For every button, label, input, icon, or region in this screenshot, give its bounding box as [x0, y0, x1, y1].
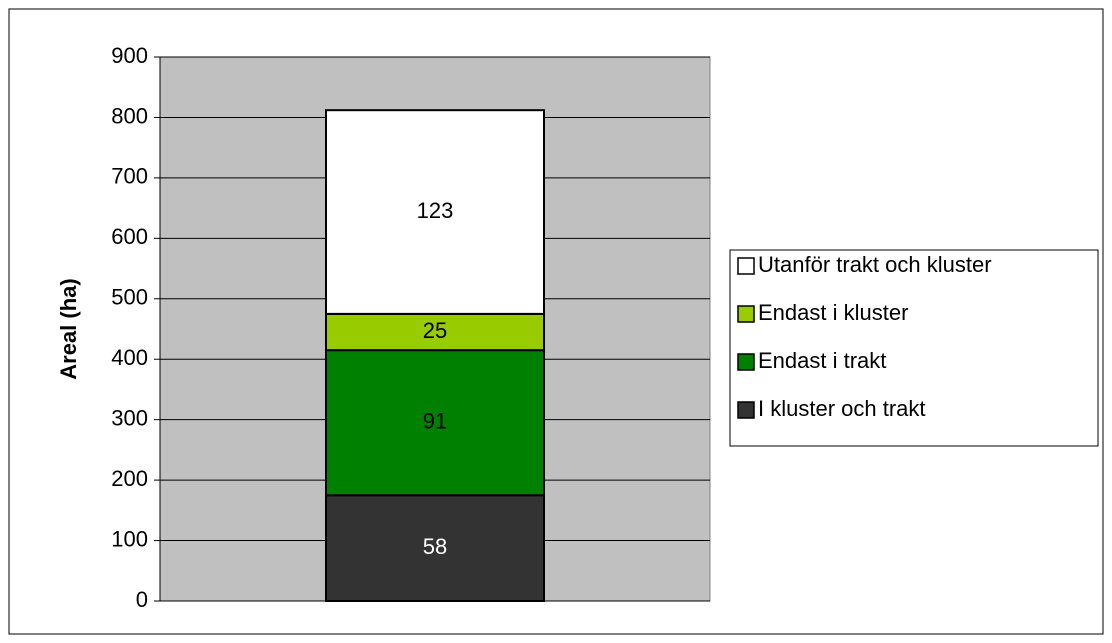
y-tick-label: 900: [111, 43, 148, 68]
legend-swatch: [737, 257, 755, 275]
y-tick-label: 800: [111, 103, 148, 128]
legend-label: Utanför trakt och kluster: [758, 252, 992, 277]
legend-label: Endast i trakt: [758, 348, 886, 373]
segment-label: 25: [423, 318, 447, 343]
y-tick-label: 600: [111, 224, 148, 249]
segment-label: 123: [417, 198, 454, 223]
legend-label: Endast i kluster: [758, 300, 908, 325]
bar-segment: [325, 494, 545, 603]
legend-box: [729, 249, 1099, 447]
bar-segment: [325, 312, 545, 352]
y-tick-label: 300: [111, 405, 148, 430]
y-tick-label: 500: [111, 285, 148, 310]
y-tick-label: 200: [111, 466, 148, 491]
segment-label: 58: [423, 534, 447, 559]
y-tick-label: 0: [136, 587, 148, 612]
legend-swatch: [737, 305, 755, 323]
bar-segment: [325, 109, 545, 315]
y-tick-label: 400: [111, 345, 148, 370]
legend-label: I kluster och trakt: [758, 396, 926, 421]
legend-swatch: [737, 353, 755, 371]
segment-label: 91: [423, 409, 447, 434]
y-axis-label: Areal (ha): [56, 278, 81, 379]
y-tick-label: 700: [111, 164, 148, 189]
y-tick-label: 100: [111, 526, 148, 551]
legend-swatch: [737, 401, 755, 419]
